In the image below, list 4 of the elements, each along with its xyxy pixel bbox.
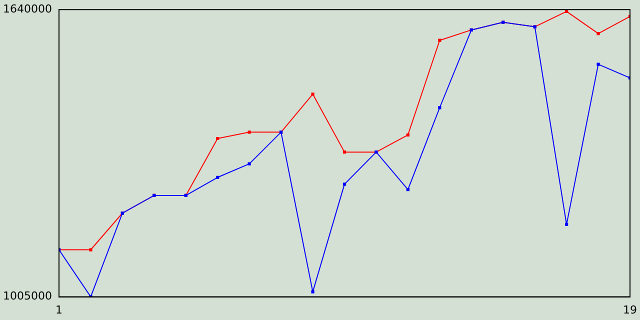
- y-tick-label: 1005000: [2, 290, 52, 303]
- x-tick-label: 1: [55, 303, 62, 316]
- y-tick-label: 1640000: [2, 2, 52, 16]
- x-tick-label: 19: [623, 303, 637, 316]
